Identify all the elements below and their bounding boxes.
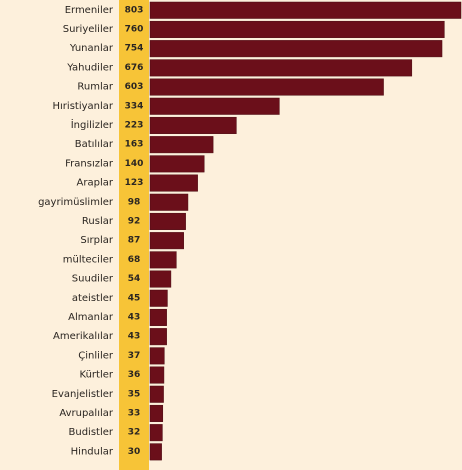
value-label: 163 <box>125 140 144 150</box>
bar-18 <box>149 347 165 365</box>
category-label: Fransızlar <box>65 158 114 169</box>
value-label: 603 <box>125 82 144 92</box>
category-label: ateistler <box>72 293 114 304</box>
bar-0 <box>149 1 462 19</box>
bar-14 <box>149 270 172 288</box>
bar-13 <box>149 251 177 269</box>
category-label: gayrimüslimler <box>38 197 114 208</box>
bar-12 <box>149 232 184 250</box>
value-label: 43 <box>128 312 141 322</box>
bar-20 <box>149 385 164 403</box>
bars-group <box>149 1 462 461</box>
bar-3 <box>149 59 413 77</box>
bar-10 <box>149 193 189 211</box>
value-label: 676 <box>125 63 144 73</box>
bar-21 <box>149 404 164 422</box>
category-label: Hindular <box>71 446 114 457</box>
bar-17 <box>149 328 167 346</box>
category-label: Yunanlar <box>69 43 114 54</box>
bar-2 <box>149 40 443 58</box>
value-label: 32 <box>128 428 141 438</box>
value-label: 33 <box>128 408 141 418</box>
category-label: Kürtler <box>80 370 114 381</box>
value-label: 43 <box>128 332 141 342</box>
category-label: Suriyeliler <box>63 24 114 35</box>
value-label: 87 <box>128 236 141 246</box>
category-label: Çinliler <box>78 350 114 361</box>
category-label: Suudiler <box>72 274 114 285</box>
bar-5 <box>149 97 280 115</box>
bar-16 <box>149 308 167 326</box>
category-label: Evanjelistler <box>52 389 114 400</box>
category-label: Batılılar <box>75 139 114 150</box>
value-label: 760 <box>125 24 144 34</box>
value-label: 223 <box>125 120 144 130</box>
category-label: mülteciler <box>63 254 114 265</box>
value-label: 45 <box>128 293 141 303</box>
value-label: 30 <box>128 447 141 457</box>
bar-15 <box>149 289 168 307</box>
category-label: Araplar <box>77 178 114 189</box>
category-label: Hıristiyanlar <box>53 101 114 112</box>
bar-8 <box>149 155 205 173</box>
bar-19 <box>149 366 165 384</box>
value-label: 123 <box>125 178 144 188</box>
category-label: Sırplar <box>80 235 113 246</box>
category-label: Yahudiler <box>66 62 114 73</box>
bar-4 <box>149 78 384 96</box>
value-label: 36 <box>128 370 141 380</box>
value-labels-group: 803 760 754 676 603 334 223 163 140 123 98 92 87 68 54… <box>125 5 144 457</box>
bar-11 <box>149 212 186 230</box>
category-label: Budistler <box>69 427 114 438</box>
category-label: Ruslar <box>82 216 114 227</box>
value-label: 37 <box>128 351 141 361</box>
value-band <box>119 0 149 470</box>
value-label: 54 <box>128 274 141 284</box>
bar-9 <box>149 174 198 192</box>
value-label: 803 <box>125 5 144 15</box>
value-label: 754 <box>125 44 144 54</box>
category-label: İngilizler <box>71 118 114 131</box>
bar-1 <box>149 20 445 38</box>
category-label: Almanlar <box>68 312 114 323</box>
category-label: Avrupalılar <box>59 408 114 419</box>
value-label: 68 <box>128 255 141 265</box>
category-labels-group: Ermeniler Suriyeliler Yunanlar Yahudiler Rum… <box>38 5 114 458</box>
value-label: 35 <box>128 389 141 399</box>
value-label: 98 <box>128 197 141 207</box>
value-label: 92 <box>128 216 141 226</box>
value-label: 140 <box>125 159 144 169</box>
category-label: Amerikalılar <box>53 331 114 342</box>
bar-7 <box>149 136 214 154</box>
bar-6 <box>149 116 237 134</box>
value-label: 334 <box>125 101 144 111</box>
category-label: Rumlar <box>77 82 113 93</box>
bar-22 <box>149 424 163 442</box>
bar-23 <box>149 443 162 461</box>
category-label: Ermeniler <box>65 5 114 16</box>
